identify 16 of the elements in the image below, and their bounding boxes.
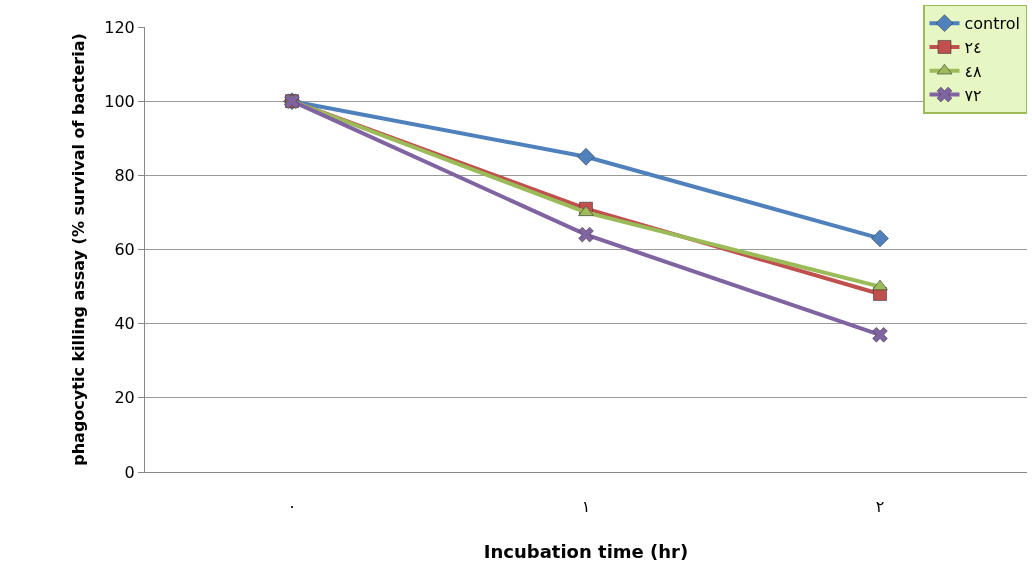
y-tick-label: 20 (114, 388, 135, 408)
legend-label: ٢٤ (964, 38, 982, 58)
x-tick-label: ١ (581, 497, 591, 517)
y-tick-label: 0 (124, 462, 135, 482)
legend-label: ٧٢ (964, 85, 982, 105)
y-tick-label: 120 (104, 17, 135, 37)
x-axis-title: Incubation time (hr) (483, 541, 689, 563)
y-tick-label: 60 (114, 240, 135, 260)
y-tick-label: 80 (114, 165, 135, 185)
legend-label: control (964, 14, 1020, 34)
y-tick-label: 100 (104, 91, 135, 111)
y-tick-label: 40 (114, 314, 135, 334)
y-axis-title: phagocytic killing assay (% survival of bacteria) (69, 33, 89, 466)
legend-label: ٤٨ (964, 61, 983, 81)
x-tick-label: ٠ (287, 497, 297, 517)
x-tick-label: ٢ (875, 497, 885, 517)
